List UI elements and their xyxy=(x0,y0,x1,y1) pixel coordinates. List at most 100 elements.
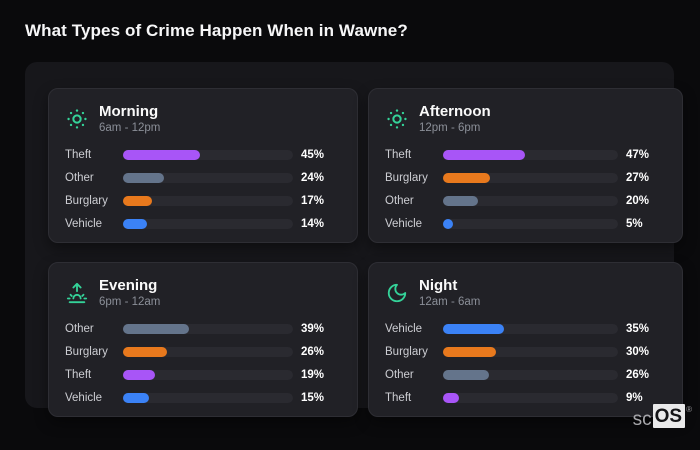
bar-row: Burglary 30% xyxy=(385,346,666,358)
card-afternoon: Afternoon 12pm - 6pm Theft 47% Burglary 27% Ot… xyxy=(368,88,683,243)
bar-value: 9% xyxy=(626,392,643,404)
brand-watermark: sc OS ® xyxy=(633,404,692,429)
bar-row: Vehicle 15% xyxy=(65,392,341,404)
card-header: Morning 6am - 12pm xyxy=(65,103,341,135)
brand-prefix: sc xyxy=(632,409,652,430)
bar-fill xyxy=(443,219,453,229)
sun-icon xyxy=(385,108,409,130)
bar-fill xyxy=(443,370,489,380)
bar-label: Other xyxy=(385,369,414,381)
bar-track xyxy=(123,324,293,334)
bar-track xyxy=(443,347,618,357)
bar-label: Theft xyxy=(385,392,412,404)
bar-fill xyxy=(443,150,526,160)
bar-track xyxy=(443,324,618,334)
moon-icon xyxy=(385,282,409,304)
bar-track xyxy=(443,196,618,206)
bar-label: Vehicle xyxy=(65,392,103,404)
bar-value: 45% xyxy=(301,149,325,161)
bar-value: 35% xyxy=(626,323,650,335)
bar-row: Other 39% xyxy=(65,323,341,335)
bar-track xyxy=(443,370,618,380)
page-title: What Types of Crime Happen When in Wawne… xyxy=(25,21,408,40)
bar-row: Vehicle 14% xyxy=(65,218,341,230)
card-morning: Morning 6am - 12pm Theft 45% Other 24% Burglar… xyxy=(48,88,358,243)
bar-label: Theft xyxy=(385,149,412,161)
bar-value: 30% xyxy=(626,346,650,358)
card-header: Night 12am - 6am xyxy=(385,277,666,309)
card-evening: Evening 6pm - 12am Other 39% Burglary 26% Thef… xyxy=(48,262,358,417)
bar-fill xyxy=(123,347,168,357)
bar-value: 24% xyxy=(301,172,325,184)
bar-value: 14% xyxy=(301,218,325,230)
bar-fill xyxy=(123,324,190,334)
bar-row: Burglary 26% xyxy=(65,346,341,358)
card-header: Afternoon 12pm - 6pm xyxy=(385,103,666,135)
bar-track xyxy=(123,370,293,380)
card-time-range: 12am - 6am xyxy=(419,295,481,308)
bar-fill xyxy=(443,196,478,206)
sun-icon xyxy=(65,108,89,130)
card-title: Morning xyxy=(99,103,159,121)
bar-label: Burglary xyxy=(65,346,108,358)
bar-row: Burglary 17% xyxy=(65,195,341,207)
card-header: Evening 6pm - 12am xyxy=(65,277,341,309)
bar-track xyxy=(123,150,293,160)
bar-value: 19% xyxy=(301,369,325,381)
bar-label: Burglary xyxy=(385,346,428,358)
bar-value: 20% xyxy=(626,195,650,207)
card-time-range: 6pm - 12am xyxy=(99,295,161,308)
bar-label: Burglary xyxy=(65,195,108,207)
bar-value: 5% xyxy=(626,218,643,230)
bar-fill xyxy=(123,219,147,229)
bar-fill xyxy=(123,370,156,380)
bar-row: Theft 9% xyxy=(385,392,666,404)
bar-label: Other xyxy=(385,195,414,207)
bar-value: 39% xyxy=(301,323,325,335)
card-time-range: 6am - 12pm xyxy=(99,121,161,134)
bar-track xyxy=(123,393,293,403)
card-night: Night 12am - 6am Vehicle 35% Burglary 30% Othe… xyxy=(368,262,683,417)
bar-row: Burglary 27% xyxy=(385,172,666,184)
bar-fill xyxy=(443,393,459,403)
card-title: Evening xyxy=(99,277,158,295)
bar-label: Theft xyxy=(65,369,92,381)
card-title: Afternoon xyxy=(419,103,491,121)
bar-fill xyxy=(123,150,200,160)
bar-value: 27% xyxy=(626,172,650,184)
bar-fill xyxy=(123,173,164,183)
bar-label: Other xyxy=(65,172,94,184)
bar-label: Vehicle xyxy=(385,323,423,335)
bar-track xyxy=(123,196,293,206)
card-time-range: 12pm - 6pm xyxy=(419,121,481,134)
sunrise-icon xyxy=(65,282,89,304)
bar-value: 15% xyxy=(301,392,325,404)
bar-track xyxy=(443,219,618,229)
bar-row: Vehicle 5% xyxy=(385,218,666,230)
registered-mark-icon: ® xyxy=(686,405,692,414)
cards-grid: Morning 6am - 12pm Theft 45% Other 24% Burglar… xyxy=(48,88,683,417)
bar-row: Other 20% xyxy=(385,195,666,207)
bar-label: Vehicle xyxy=(65,218,103,230)
bar-row: Theft 19% xyxy=(65,369,341,381)
bar-row: Theft 45% xyxy=(65,149,341,161)
brand-suffix: OS xyxy=(652,404,686,428)
bar-fill xyxy=(443,173,491,183)
bar-row: Other 26% xyxy=(385,369,666,381)
bar-track xyxy=(443,173,618,183)
bar-track xyxy=(123,173,293,183)
bar-track xyxy=(123,219,293,229)
bar-label: Burglary xyxy=(385,172,428,184)
bar-row: Theft 47% xyxy=(385,149,666,161)
bar-label: Other xyxy=(65,323,94,335)
bar-fill xyxy=(123,393,149,403)
bar-track xyxy=(443,393,618,403)
bar-label: Vehicle xyxy=(385,218,423,230)
bar-fill xyxy=(443,324,505,334)
bar-fill xyxy=(123,196,152,206)
card-title: Night xyxy=(419,277,458,295)
bar-label: Theft xyxy=(65,149,92,161)
bar-value: 26% xyxy=(626,369,650,381)
bar-track xyxy=(443,150,618,160)
bar-value: 26% xyxy=(301,346,325,358)
